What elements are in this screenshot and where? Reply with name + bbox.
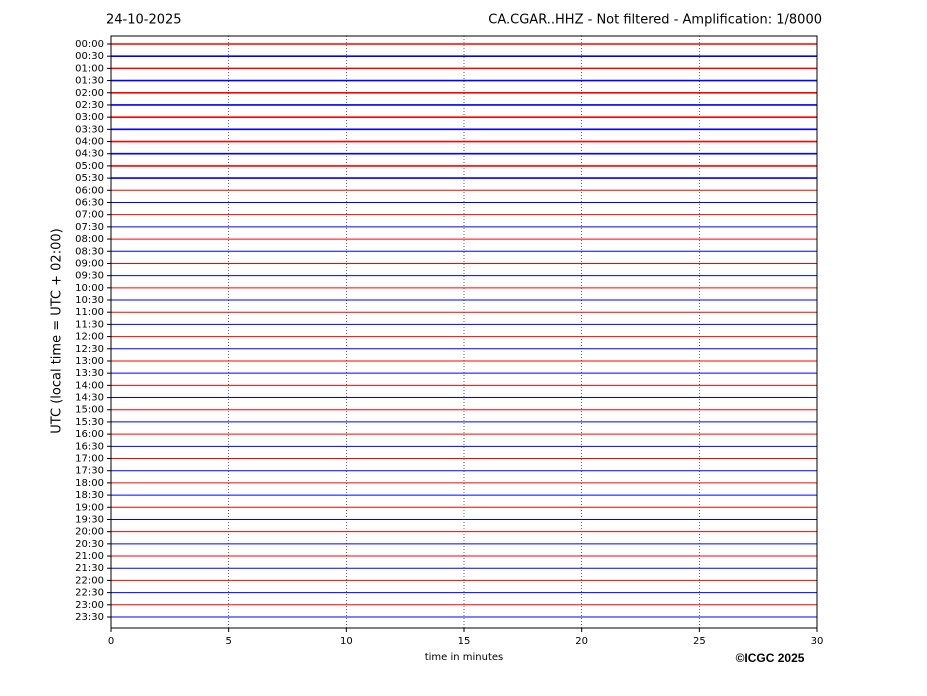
y-tick-label: 19:00	[75, 502, 104, 513]
y-tick-label: 08:00	[75, 234, 104, 245]
y-tick-label: 13:30	[75, 368, 104, 379]
x-tick-label: 0	[108, 636, 114, 647]
y-tick-label: 02:00	[75, 88, 104, 99]
y-tick-label: 04:30	[75, 149, 104, 160]
y-tick-label: 08:30	[75, 246, 104, 257]
y-tick-label: 11:30	[75, 319, 104, 330]
y-tick-label: 22:30	[75, 588, 104, 599]
y-tick-label: 16:30	[75, 441, 104, 452]
y-axis-label: UTC (local time = UTC + 02:00)	[50, 228, 65, 433]
y-tick-label: 05:30	[75, 173, 104, 184]
plot-frame	[110, 35, 818, 629]
y-tick-label: 17:30	[75, 466, 104, 477]
chart-title: CA.CGAR..HHZ - Not filtered - Amplificat…	[488, 13, 822, 28]
y-tick-label: 09:00	[75, 258, 104, 269]
y-tick-label: 14:30	[75, 393, 104, 404]
y-tick-label: 01:00	[75, 63, 104, 74]
y-tick-label: 03:00	[75, 112, 104, 123]
y-tick-label: 05:00	[75, 161, 104, 172]
y-tick-label: 06:00	[75, 185, 104, 196]
y-tick-label: 01:30	[75, 76, 104, 87]
y-tick-label: 02:30	[75, 100, 104, 111]
y-tick-label: 07:30	[75, 222, 104, 233]
x-tick-label: 30	[811, 636, 824, 647]
x-tick-label: 5	[225, 636, 231, 647]
y-tick-label: 11:00	[75, 307, 104, 318]
x-tick-label: 10	[340, 636, 353, 647]
y-tick-label: 17:00	[75, 454, 104, 465]
y-tick-label: 23:00	[75, 600, 104, 611]
y-tick-label: 06:30	[75, 197, 104, 208]
y-tick-label: 09:30	[75, 271, 104, 282]
y-tick-label: 21:00	[75, 551, 104, 562]
x-tick-label: 20	[575, 636, 588, 647]
y-tick-label: 03:30	[75, 124, 104, 135]
y-tick-label: 07:00	[75, 210, 104, 221]
y-tick-label: 12:30	[75, 344, 104, 355]
y-tick-label: 15:30	[75, 417, 104, 428]
x-axis-label: time in minutes	[425, 652, 504, 663]
y-tick-label: 12:00	[75, 332, 104, 343]
y-tick-label: 04:00	[75, 137, 104, 148]
x-tick-label: 25	[693, 636, 706, 647]
copyright: ©ICGC 2025	[736, 651, 805, 665]
y-tick-label: 22:00	[75, 575, 104, 586]
y-tick-label: 16:00	[75, 429, 104, 440]
x-tick-label: 15	[458, 636, 471, 647]
y-tick-label: 18:30	[75, 490, 104, 501]
y-tick-label: 21:30	[75, 563, 104, 574]
y-tick-label: 15:00	[75, 405, 104, 416]
y-tick-label: 14:00	[75, 380, 104, 391]
y-tick-label: 00:30	[75, 51, 104, 62]
chart-date: 24-10-2025	[106, 13, 182, 28]
y-tick-label: 23:30	[75, 612, 104, 623]
y-tick-label: 13:00	[75, 356, 104, 367]
y-tick-label: 19:30	[75, 514, 104, 525]
y-tick-label: 10:30	[75, 295, 104, 306]
y-tick-label: 20:30	[75, 539, 104, 550]
y-tick-label: 20:00	[75, 527, 104, 538]
y-tick-label: 10:00	[75, 283, 104, 294]
y-tick-label: 18:00	[75, 478, 104, 489]
y-tick-label: 00:00	[75, 39, 104, 50]
